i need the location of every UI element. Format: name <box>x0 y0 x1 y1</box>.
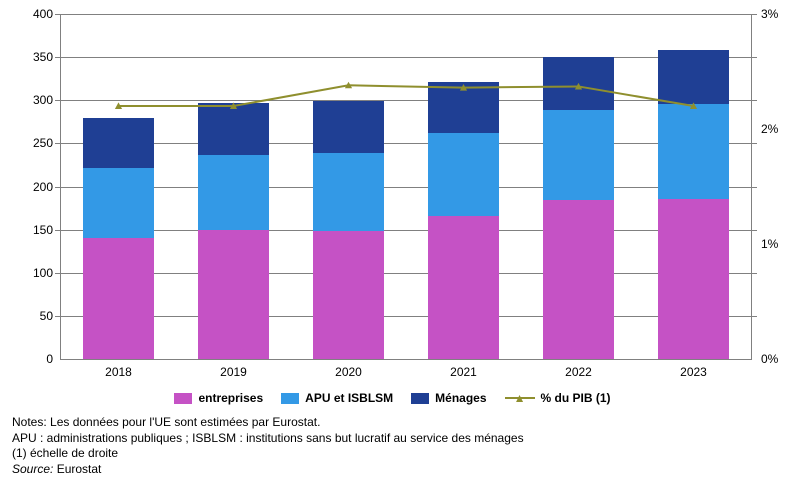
line-path <box>119 85 694 106</box>
y-left-tick-label: 400 <box>23 7 53 21</box>
source-prefix: Source: <box>12 462 53 476</box>
legend-label: % du PIB (1) <box>541 391 611 405</box>
legend-item-entreprises: entreprises <box>174 391 263 405</box>
legend-swatch-icon <box>281 393 299 404</box>
line-series <box>61 14 751 359</box>
y-left-tick-label: 100 <box>23 266 53 280</box>
legend-swatch-icon <box>174 393 192 404</box>
chart-area: 0501001502002503003504000%1%2%3%20182019… <box>12 8 773 387</box>
legend-item-menages: Ménages <box>411 391 486 405</box>
x-axis-label: 2022 <box>565 365 592 379</box>
y-right-tick-label: 0% <box>761 352 785 366</box>
legend: entreprises APU et ISBLSM Ménages ▲ % du PIB… <box>12 391 773 405</box>
legend-label: APU et ISBLSM <box>305 391 393 405</box>
legend-swatch-icon <box>411 393 429 404</box>
y-right-tick-label: 1% <box>761 237 785 251</box>
y-left-tick-label: 50 <box>23 309 53 323</box>
y-right-tick-label: 2% <box>761 122 785 136</box>
plot-area: 0501001502002503003504000%1%2%3%20182019… <box>60 14 752 360</box>
y-left-tick-label: 300 <box>23 93 53 107</box>
y-right-tick-label: 3% <box>761 7 785 21</box>
x-axis-label: 2019 <box>220 365 247 379</box>
x-axis-label: 2020 <box>335 365 362 379</box>
y-left-tick-label: 150 <box>23 223 53 237</box>
source-value: Eurostat <box>57 462 102 476</box>
legend-label: Ménages <box>435 391 486 405</box>
x-axis-label: 2018 <box>105 365 132 379</box>
y-left-tick-label: 200 <box>23 180 53 194</box>
legend-label: entreprises <box>198 391 263 405</box>
x-axis-label: 2021 <box>450 365 477 379</box>
notes-line-1: Notes: Les données pour l'UE sont estimé… <box>12 415 773 431</box>
notes-line-3: (1) échelle de droite <box>12 446 773 462</box>
legend-item-apu_isblsm: APU et ISBLSM <box>281 391 393 405</box>
y-left-tick-label: 350 <box>23 50 53 64</box>
figure-root: 0 50 100 150 200 250 300 350 400 0% 1% 2% 3% 2018 2019… <box>0 0 785 502</box>
notes-line-2: APU : administrations publiques ; ISBLSM… <box>12 431 773 447</box>
y-left-tick-label: 250 <box>23 136 53 150</box>
notes-source: Source: Eurostat <box>12 462 773 478</box>
legend-item-line: ▲ % du PIB (1) <box>505 391 611 405</box>
x-axis-label: 2023 <box>680 365 707 379</box>
legend-line-icon: ▲ <box>505 391 535 405</box>
notes: Notes: Les données pour l'UE sont estimé… <box>12 415 773 477</box>
y-left-tick-label: 0 <box>23 352 53 366</box>
